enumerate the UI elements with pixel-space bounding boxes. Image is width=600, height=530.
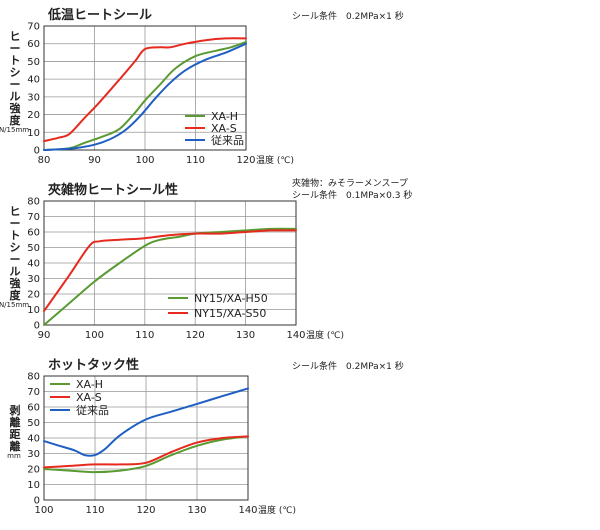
legend-entry: XA-H	[76, 378, 103, 391]
chart-3: ホットタック性 シール条件 0.2MPa×1 秒 0 10 20 30 40 50 60 70 80…	[7, 357, 404, 516]
legend-entry: XA-S	[211, 122, 237, 135]
y-tick-label: 70	[27, 22, 40, 33]
y-tick-label: 30	[27, 274, 40, 285]
y-tick-label: 50	[27, 57, 40, 68]
series-line-3	[43, 42, 247, 151]
y-tick-label: 60	[27, 39, 40, 50]
series-line-3	[43, 387, 249, 457]
x-tick-label: 90	[88, 155, 101, 166]
chart-condition: シール条件 0.2MPa×1 秒	[292, 360, 404, 372]
chart-title: 低温ヒートシール	[47, 7, 152, 23]
y-tick-label: 50	[27, 243, 40, 254]
chart-title: ホットタック性	[48, 357, 139, 373]
series-line-1	[43, 227, 297, 326]
y-axis-unit: mm	[7, 452, 21, 460]
x-tick-label: 100	[135, 155, 154, 166]
x-tick-label: 140	[238, 505, 257, 516]
x-tick-label: 110	[186, 155, 205, 166]
y-tick-label: 10	[27, 128, 40, 139]
y-axis-label: 剥離距離	[10, 403, 21, 453]
legend-entry: XA-H	[211, 110, 238, 123]
series-line-2	[43, 229, 297, 313]
y-tick-label: 60	[27, 403, 40, 414]
y-tick-label: 40	[27, 259, 40, 270]
y-tick-label: 30	[27, 92, 40, 103]
chart-1: 低温ヒートシール シール条件 0.2MPa×1 秒 0 10 20 30 40 50 60 70 8…	[0, 7, 404, 166]
y-tick-label: 10	[27, 305, 40, 316]
y-axis-label: ヒートシール強度	[10, 30, 22, 127]
y-tick-label: 30	[27, 449, 40, 460]
x-tick-label: 110	[135, 330, 154, 341]
plot-frame	[43, 25, 247, 151]
y-tick-label: 50	[27, 418, 40, 429]
series-line-1	[43, 435, 249, 474]
y-tick-label: 70	[27, 387, 40, 398]
x-tick-label: 80	[38, 155, 51, 166]
series-line-2	[43, 435, 249, 469]
y-tick-label: 20	[27, 465, 40, 476]
x-tick-label: 140	[286, 330, 305, 341]
y-tick-label: 0	[34, 321, 40, 332]
legend-entry: NY15/XA-S50	[194, 307, 266, 320]
legend-entry: NY15/XA-H50	[194, 292, 268, 305]
y-tick-label: 0	[34, 146, 40, 157]
y-tick-label: 40	[27, 75, 40, 86]
x-tick-label: 100	[85, 330, 104, 341]
chart-title: 夾雑物ヒートシール性	[48, 182, 178, 198]
y-tick-label: 60	[27, 228, 40, 239]
x-tick-label: 100	[34, 505, 53, 516]
legend-entry: 従来品	[211, 134, 244, 147]
x-axis-label: 温度 (℃)	[256, 154, 294, 166]
y-tick-label: 20	[27, 110, 40, 121]
y-axis-label: ヒートシール強度	[10, 205, 22, 302]
y-tick-label: 80	[27, 372, 40, 383]
plot-frame	[43, 200, 297, 326]
series-line-1	[43, 40, 247, 151]
legend-entry: XA-S	[76, 391, 102, 404]
x-axis-label: 温度 (℃)	[306, 329, 344, 341]
chart-condition: シール条件 0.1MPa×0.3 秒	[292, 189, 412, 201]
y-axis-unit: N/15mm	[0, 301, 29, 309]
x-tick-label: 120	[136, 505, 155, 516]
plot-frame	[43, 375, 249, 501]
y-tick-label: 70	[27, 212, 40, 223]
chart-condition: シール条件 0.2MPa×1 秒	[292, 10, 404, 22]
legend-entry: 従来品	[76, 404, 109, 417]
y-tick-label: 40	[27, 434, 40, 445]
x-tick-label: 120	[236, 155, 255, 166]
x-tick-label: 110	[85, 505, 104, 516]
x-axis-label: 温度 (℃)	[258, 504, 296, 516]
x-tick-label: 120	[186, 330, 205, 341]
series-line-2	[43, 37, 247, 143]
x-tick-label: 130	[187, 505, 206, 516]
y-axis-unit: N/15mm	[0, 126, 29, 134]
chart-condition: 夾雑物：みそラーメンスープ	[292, 177, 408, 189]
y-tick-label: 0	[34, 496, 40, 507]
y-tick-label: 10	[27, 480, 40, 491]
x-tick-label: 130	[236, 330, 255, 341]
y-tick-label: 80	[27, 197, 40, 208]
y-tick-label: 20	[27, 290, 40, 301]
x-tick-label: 90	[38, 330, 51, 341]
